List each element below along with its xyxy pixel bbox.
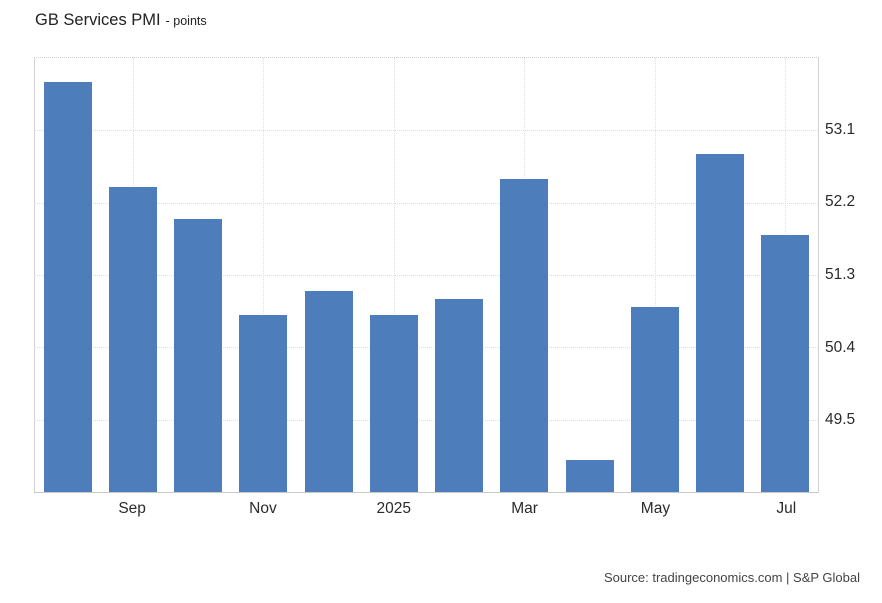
y-tick-label: 52.2 (825, 193, 856, 211)
bar-sep-2024[interactable] (108, 186, 157, 492)
bar-nov-2024[interactable] (239, 315, 288, 492)
y-tick-label: 50.4 (825, 338, 856, 356)
source-attribution: Source: tradingeconomics.com | S&P Globa… (603, 570, 860, 585)
bar-jun-2025[interactable] (696, 154, 745, 492)
chart-title-text: GB Services PMI (35, 11, 161, 29)
y-gridline (35, 275, 818, 276)
chart-title: GB Services PMI - points (35, 11, 207, 30)
x-gridline (393, 58, 395, 492)
y-tick-label: 51.3 (825, 266, 856, 283)
chart-subtitle-text: - points (165, 14, 207, 28)
plot-area (34, 57, 819, 493)
bar-apr-2025[interactable] (565, 459, 614, 492)
x-tick-label-nov: Nov (249, 500, 277, 517)
x-tick-label-mar: Mar (511, 500, 538, 517)
y-gridline (35, 347, 818, 349)
bar-feb-2025[interactable] (435, 299, 484, 492)
y-gridline (35, 202, 818, 204)
x-axis: Sep Nov 2025 Mar May Jul (34, 500, 819, 522)
bar-may-2025[interactable] (630, 307, 679, 492)
x-gridline (654, 58, 656, 492)
bar-mar-2025[interactable] (500, 178, 549, 492)
bar-oct-2024[interactable] (174, 218, 223, 492)
bar-jan-2025[interactable] (369, 315, 418, 492)
bar-aug-2024[interactable] (43, 82, 92, 492)
y-gridline (35, 130, 818, 132)
bar-dec-2024[interactable] (304, 291, 353, 492)
x-tick-label-jul: Jul (776, 500, 797, 517)
y-tick-label: 53.1 (825, 120, 856, 138)
x-tick-label-sep: Sep (118, 500, 146, 517)
bar-jul-2025[interactable] (761, 234, 810, 492)
y-axis: 53.1 52.2 51.3 50.4 49.5 (825, 57, 880, 493)
x-gridline (263, 58, 265, 492)
y-tick-label: 49.5 (825, 411, 856, 429)
x-tick-label-may: May (640, 500, 671, 517)
x-tick-label-2025: 2025 (376, 500, 412, 517)
y-gridline (35, 419, 818, 421)
